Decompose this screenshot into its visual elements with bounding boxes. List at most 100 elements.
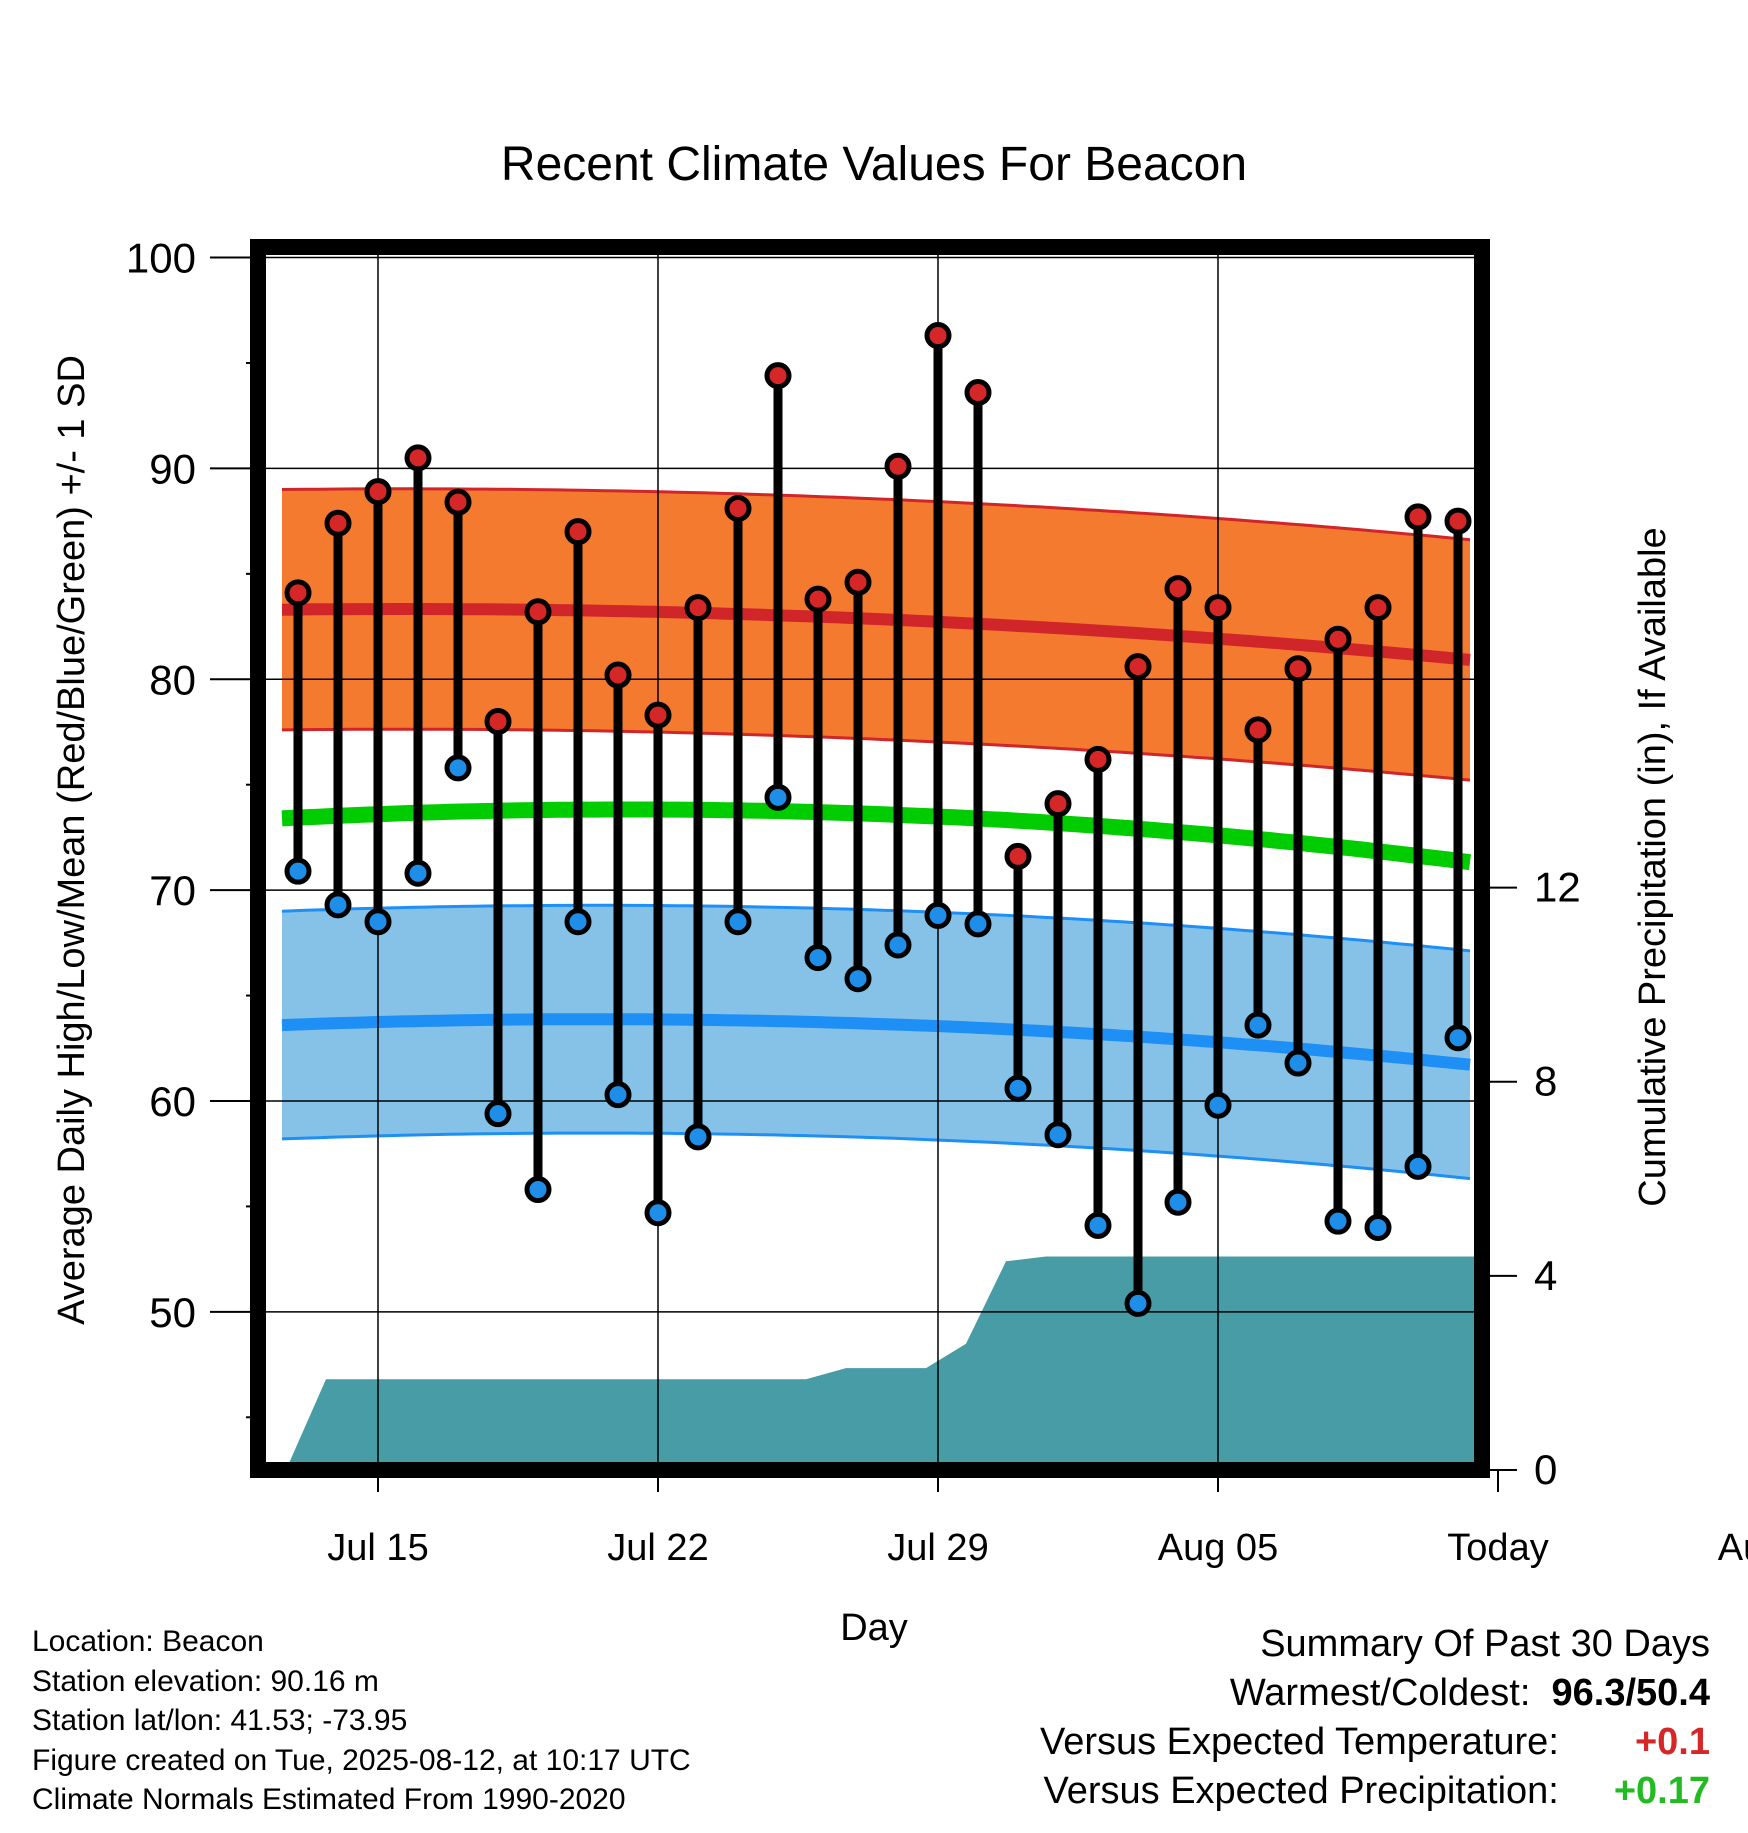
low-point (1084, 1211, 1112, 1239)
y2-tick-label: 0 (1534, 1446, 1557, 1493)
high-point (1244, 716, 1272, 744)
high-point (1084, 745, 1112, 773)
high-point (1124, 653, 1152, 681)
info-elevation: Station elevation: 90.16 m (32, 1664, 379, 1698)
low-avg-line (281, 1013, 1471, 1071)
low-point (844, 965, 872, 993)
info-latlon: Station lat/lon: 41.53; -73.95 (32, 1704, 408, 1737)
low-point (1364, 1214, 1392, 1242)
precip-area (286, 1256, 1482, 1470)
days-count-label: 30 (1508, 1372, 1548, 1413)
high-point (844, 568, 872, 596)
summary-title: Summary Of Past 30 Days (1260, 1623, 1710, 1665)
low-point (764, 783, 792, 811)
low-point (1004, 1074, 1032, 1102)
high-point (1004, 842, 1032, 870)
low-point (564, 908, 592, 936)
low-point (1164, 1188, 1192, 1216)
high-point (644, 701, 672, 729)
high-sd-label: 1 SD: (1516, 525, 1603, 563)
high-sd-lower-edge (281, 727, 1471, 782)
low-point (884, 931, 912, 959)
high-point (1284, 655, 1312, 683)
high-point (444, 488, 472, 516)
low-sd-upper-edge (281, 903, 1471, 953)
summary-temp-row: Versus Expected Temperature: +0.1 (1040, 1718, 1710, 1767)
info-normals: Climate Normals Estimated From 1990-2020 (32, 1783, 626, 1816)
x-tick-label: Jul 29 (887, 1527, 988, 1569)
high-point (764, 362, 792, 390)
low-point (284, 857, 312, 885)
low-point (1444, 1024, 1472, 1052)
low-sd-lower-edge (281, 1131, 1471, 1181)
station-info: Location: Beacon Station elevation: 90.1… (32, 1622, 691, 1820)
high-point (564, 518, 592, 546)
low-point (524, 1176, 552, 1204)
high-point (1204, 594, 1232, 622)
low-point (1244, 1011, 1272, 1039)
summary-temp-value: +0.1 (1634, 1721, 1710, 1763)
plot-frame (250, 239, 1490, 1478)
high-point (964, 378, 992, 406)
low-avg-value: 63°F (1532, 1130, 1604, 1168)
low-point (604, 1081, 632, 1109)
high-avg-line (281, 603, 1471, 666)
y-tick-label: 90 (149, 445, 196, 492)
low-point (924, 901, 952, 929)
low-point (1124, 1289, 1152, 1317)
low-point (1044, 1121, 1072, 1149)
low-point (644, 1199, 672, 1227)
high-avg-label: Avg: (1516, 647, 1590, 685)
chart-title: Recent Climate Values For Beacon (501, 138, 1247, 191)
low-point (404, 859, 432, 887)
y-tick-label: 70 (149, 867, 196, 914)
high-point (1444, 507, 1472, 535)
high-sd-upper-edge (281, 487, 1471, 542)
summary-warm-cold-label: Warmest/Coldest: (1229, 1672, 1531, 1714)
summary-precip-value: +0.17 (1613, 1770, 1710, 1812)
summary-panel: Summary Of Past 30 Days Warmest/Coldest:… (1040, 1620, 1710, 1816)
summary-temp-label: Versus Expected Temperature: (1039, 1721, 1559, 1763)
low-point (964, 910, 992, 938)
high-point (724, 494, 752, 522)
high-point (484, 707, 512, 735)
y2-tick-label: 8 (1534, 1058, 1557, 1105)
x-axis-label: Day (840, 1607, 908, 1649)
y2-axis-label: Cumulative Precipitation (in), If Availa… (1632, 527, 1674, 1206)
x-tick-label: Aug 19 (1718, 1527, 1748, 1569)
low-point (724, 908, 752, 936)
summary-warm-cold-value: 96.3/50.4 (1551, 1672, 1710, 1714)
high-point (804, 585, 832, 613)
low-point (324, 891, 352, 919)
low-point (444, 754, 472, 782)
low-point (1284, 1049, 1312, 1077)
low-point (804, 944, 832, 972)
summary-precip-label: Versus Expected Precipitation: (1043, 1770, 1559, 1812)
summary-warm-cold-row: Warmest/Coldest: 96.3/50.4 (1040, 1669, 1710, 1718)
high-point (924, 322, 952, 350)
low-sd-value: ±5.4°F (1516, 989, 1616, 1027)
x-tick-label: Today (1447, 1527, 1548, 1569)
low-point (1324, 1207, 1352, 1235)
low-sd-band (282, 905, 1470, 1179)
high-point (1164, 575, 1192, 603)
x-tick-label: Jul 15 (327, 1527, 428, 1569)
high-point (284, 579, 312, 607)
high-point (404, 444, 432, 472)
summary-precip-row: Versus Expected Precipitation: +0.17 (1040, 1767, 1710, 1816)
y-tick-label: 60 (149, 1078, 196, 1125)
info-location: Location: Beacon (32, 1625, 264, 1658)
low-point (684, 1123, 712, 1151)
high-point (1404, 503, 1432, 531)
high-sd-value: ±5.7°F (1516, 575, 1616, 613)
y2-tick-label: 4 (1534, 1252, 1557, 1299)
high-point (1044, 790, 1072, 818)
y-tick-label: 80 (149, 656, 196, 703)
x-tick-label: Aug 05 (1158, 1527, 1278, 1569)
high-avg-value: 82.2°F (1516, 700, 1617, 738)
high-point (884, 452, 912, 480)
